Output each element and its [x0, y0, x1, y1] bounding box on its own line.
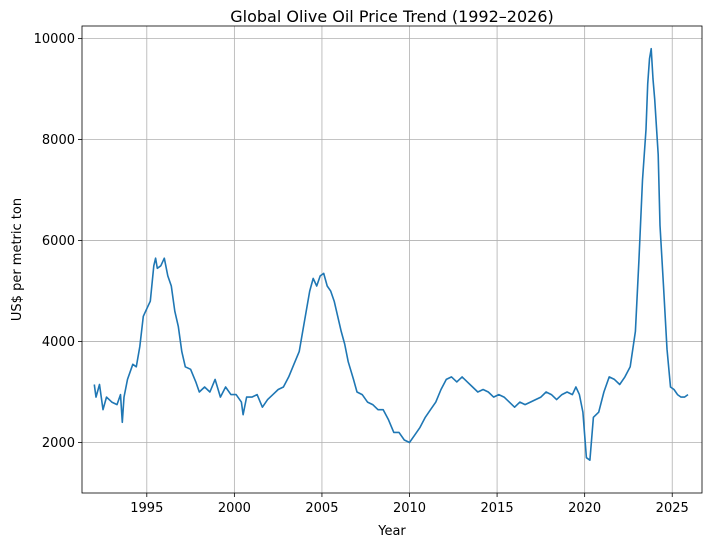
y-tick-label: 6000 [42, 234, 75, 249]
chart-title: Global Olive Oil Price Trend (1992–2026) [230, 7, 554, 26]
y-tick-label: 8000 [42, 133, 75, 148]
x-tick-label: 2025 [656, 501, 689, 516]
x-tick-label: 1995 [130, 501, 163, 516]
x-tick-label: 2020 [568, 501, 601, 516]
x-tick-label: 2015 [481, 501, 514, 516]
axes-frame [81, 25, 703, 494]
x-axis-label: Year [377, 524, 406, 539]
y-axis-label: US$ per metric ton [10, 198, 25, 321]
y-tick-label: 2000 [42, 436, 75, 451]
y-tick-label: 4000 [42, 335, 75, 350]
y-tick-label: 10000 [34, 32, 75, 47]
x-tick-label: 2000 [218, 501, 251, 516]
series-layer [93, 47, 689, 461]
grid [82, 26, 702, 493]
price-series-line [93, 47, 689, 461]
x-tick-label: 2010 [393, 501, 426, 516]
x-tick-label: 2005 [305, 501, 338, 516]
axis-ticks: 1995 2000 2005 2010 2015 2020 2025 2000 4000 6000… [34, 32, 689, 516]
